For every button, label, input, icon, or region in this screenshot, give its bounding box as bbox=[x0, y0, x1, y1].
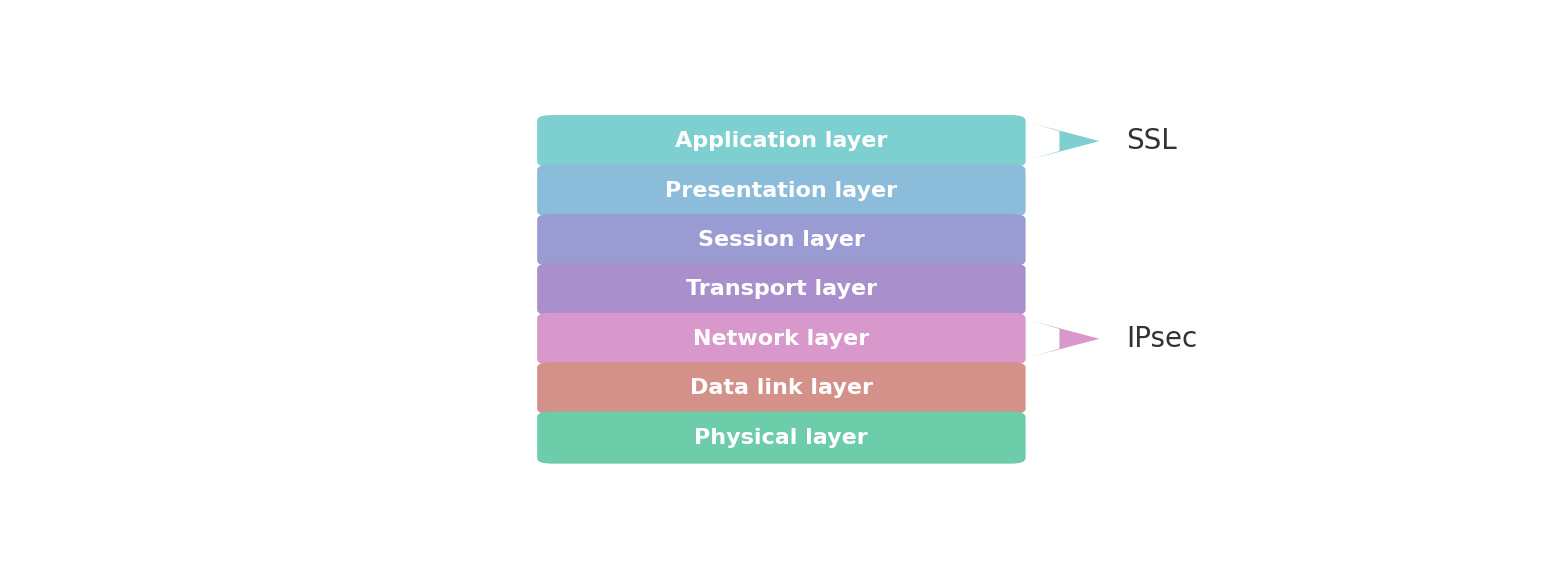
FancyBboxPatch shape bbox=[537, 115, 1025, 167]
Text: Application layer: Application layer bbox=[675, 131, 888, 151]
FancyBboxPatch shape bbox=[537, 362, 1025, 414]
FancyBboxPatch shape bbox=[537, 411, 1025, 464]
FancyBboxPatch shape bbox=[537, 313, 1025, 365]
FancyBboxPatch shape bbox=[537, 164, 1025, 217]
FancyBboxPatch shape bbox=[537, 264, 1025, 315]
Text: Physical layer: Physical layer bbox=[694, 427, 869, 448]
Text: Transport layer: Transport layer bbox=[686, 280, 877, 299]
Polygon shape bbox=[1033, 321, 1100, 356]
FancyBboxPatch shape bbox=[537, 214, 1025, 266]
Text: Presentation layer: Presentation layer bbox=[665, 180, 897, 201]
Polygon shape bbox=[1033, 124, 1100, 159]
Text: Session layer: Session layer bbox=[697, 230, 864, 250]
Text: Network layer: Network layer bbox=[693, 329, 869, 349]
Text: SSL: SSL bbox=[1126, 127, 1176, 155]
Text: IPsec: IPsec bbox=[1126, 325, 1197, 353]
Text: Data link layer: Data link layer bbox=[690, 378, 874, 398]
